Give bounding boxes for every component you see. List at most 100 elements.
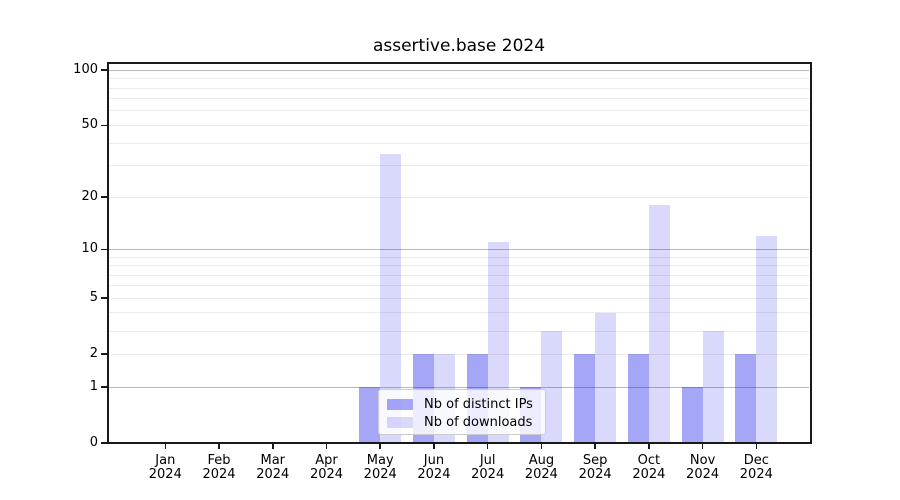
x-tick-mark	[379, 443, 381, 449]
x-tick-month: Oct	[637, 453, 661, 468]
x-tick-month: Apr	[315, 453, 338, 468]
x-tick-label-feb: Feb 2024	[187, 454, 251, 481]
x-tick-label-aug: Aug 2024	[509, 454, 573, 481]
x-tick-mark	[433, 443, 435, 449]
x-tick-label-apr: Apr 2024	[294, 454, 358, 481]
x-tick-year: 2024	[417, 466, 451, 482]
minor-gridline	[109, 142, 809, 144]
minor-gridline	[109, 274, 809, 276]
x-tick-mark	[540, 443, 543, 449]
y-tick-label: 50	[81, 117, 98, 133]
x-tick-year: 2024	[256, 466, 290, 482]
y-tick-label: 2	[89, 346, 98, 362]
x-tick-mark	[218, 443, 220, 449]
minor-gridline	[109, 265, 809, 266]
x-tick-year: 2024	[578, 466, 612, 482]
major-gridline	[109, 386, 809, 388]
x-tick-label-may: May 2024	[348, 454, 412, 481]
bar-nb-of-distinct-ips-oct	[627, 354, 649, 443]
x-tick-year: 2024	[471, 466, 505, 482]
legend-item-downloads: Nb of downloads	[387, 413, 545, 431]
x-tick-mark	[648, 443, 650, 449]
minor-gridline	[109, 297, 809, 299]
x-tick-month: Nov	[689, 453, 716, 468]
x-tick-year: 2024	[148, 466, 182, 482]
minor-gridline	[109, 196, 809, 198]
x-tick-label-jan: Jan 2024	[133, 454, 197, 481]
x-tick-year: 2024	[363, 466, 397, 482]
x-tick-mark	[594, 443, 596, 449]
y-tick-mark	[101, 196, 107, 198]
y-tick-label: 1	[89, 379, 98, 394]
x-tick-mark	[271, 443, 274, 449]
y-tick-mark	[101, 353, 107, 356]
x-tick-mark	[486, 443, 489, 449]
bar-nb-of-downloads-dec	[756, 235, 778, 443]
x-tick-mark	[701, 443, 704, 449]
x-tick-month: Aug	[528, 453, 555, 468]
x-tick-month: Jun	[423, 453, 445, 468]
x-tick-month: May	[366, 453, 394, 468]
x-tick-label-oct: Oct 2024	[617, 454, 681, 481]
bar-nb-of-downloads-aug	[541, 331, 563, 443]
bar-nb-of-downloads-nov	[702, 331, 724, 443]
minor-gridline	[109, 330, 809, 332]
minor-gridline	[109, 110, 809, 112]
minor-gridline	[109, 285, 809, 287]
minor-gridline	[109, 312, 809, 314]
bar-nb-of-downloads-oct	[648, 205, 670, 443]
x-tick-year: 2024	[632, 466, 666, 482]
x-tick-label-sep: Sep 2024	[563, 454, 627, 481]
x-tick-label-mar: Mar 2024	[241, 454, 305, 481]
bar-nb-of-downloads-may	[380, 153, 402, 443]
y-tick-label: 5	[89, 290, 98, 306]
downloads-swatch-icon	[387, 416, 413, 428]
x-tick-year: 2024	[739, 466, 773, 482]
x-tick-label-jul: Jul 2024	[456, 454, 520, 481]
bar-nb-of-downloads-sep	[595, 312, 617, 443]
y-tick-mark	[101, 248, 107, 251]
y-tick-label: 0	[89, 435, 98, 450]
minor-gridline	[109, 87, 809, 89]
y-tick-label: 10	[81, 241, 98, 257]
minor-gridline	[109, 78, 809, 80]
y-tick-mark	[101, 442, 107, 444]
legend-item-distinct-ips: Nb of distinct IPs	[387, 395, 545, 413]
distinct-ips-swatch-icon	[387, 398, 413, 410]
x-tick-month: Jan	[155, 453, 176, 468]
x-tick-mark	[164, 443, 167, 449]
x-tick-month: Jul	[479, 453, 496, 468]
bar-nb-of-distinct-ips-sep	[574, 354, 596, 443]
y-tick-mark	[101, 69, 107, 71]
x-tick-month: Sep	[582, 453, 608, 468]
x-tick-year: 2024	[309, 466, 344, 482]
y-tick-mark	[101, 124, 107, 127]
x-tick-year: 2024	[524, 466, 558, 482]
x-tick-label-dec: Dec 2024	[724, 454, 788, 481]
x-tick-year: 2024	[202, 466, 236, 482]
y-tick-label: 100	[73, 62, 98, 78]
minor-gridline	[109, 98, 809, 100]
y-tick-label: 20	[81, 189, 98, 205]
x-tick-year: 2024	[686, 466, 720, 482]
y-tick-mark	[101, 386, 107, 388]
minor-gridline	[109, 124, 809, 126]
x-tick-label-nov: Nov 2024	[671, 454, 735, 481]
x-tick-mark	[325, 443, 328, 449]
x-tick-month: Mar	[260, 453, 286, 468]
minor-gridline	[109, 165, 809, 167]
chart-title: assertive.base 2024	[372, 36, 546, 56]
legend-label-downloads: Nb of downloads	[424, 414, 533, 430]
bar-nb-of-distinct-ips-nov	[681, 387, 703, 443]
minor-gridline	[109, 353, 809, 355]
legend-label-distinct-ips: Nb of distinct IPs	[424, 396, 533, 412]
bar-nb-of-distinct-ips-dec	[735, 354, 757, 443]
x-tick-month: Feb	[207, 453, 231, 468]
bar-nb-of-distinct-ips-may	[359, 387, 381, 443]
x-tick-label-jun: Jun 2024	[402, 454, 466, 481]
minor-gridline	[109, 256, 809, 258]
x-tick-mark	[755, 443, 758, 449]
major-gridline	[109, 69, 809, 71]
major-gridline	[109, 248, 809, 250]
